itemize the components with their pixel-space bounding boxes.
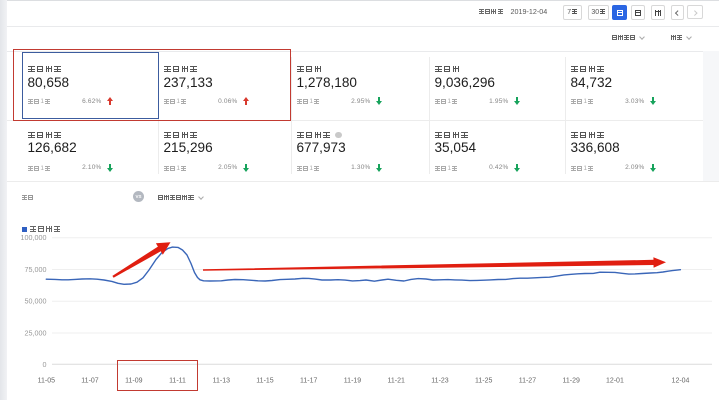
svg-text:50,000: 50,000 — [25, 297, 47, 306]
svg-text:11-17: 11-17 — [300, 377, 317, 384]
svg-text:11-07: 11-07 — [81, 377, 98, 384]
svg-text:11-05: 11-05 — [38, 377, 55, 384]
svg-text:25,000: 25,000 — [25, 328, 47, 337]
svg-text:100,000: 100,000 — [21, 233, 47, 242]
svg-text:75,000: 75,000 — [25, 265, 47, 274]
svg-text:11-21: 11-21 — [388, 377, 405, 384]
svg-text:11-27: 11-27 — [519, 377, 536, 384]
svg-text:11-25: 11-25 — [475, 377, 492, 384]
svg-text:12-04: 12-04 — [672, 377, 690, 384]
svg-text:11-23: 11-23 — [431, 377, 448, 384]
svg-text:11-19: 11-19 — [344, 377, 361, 384]
svg-text:11-11: 11-11 — [169, 377, 186, 384]
svg-text:11-09: 11-09 — [125, 377, 142, 384]
svg-text:11-13: 11-13 — [213, 377, 230, 384]
svg-text:11-15: 11-15 — [256, 377, 273, 384]
svg-text:12-01: 12-01 — [606, 377, 624, 384]
svg-text:11-29: 11-29 — [563, 377, 580, 384]
svg-text:0: 0 — [43, 360, 47, 369]
